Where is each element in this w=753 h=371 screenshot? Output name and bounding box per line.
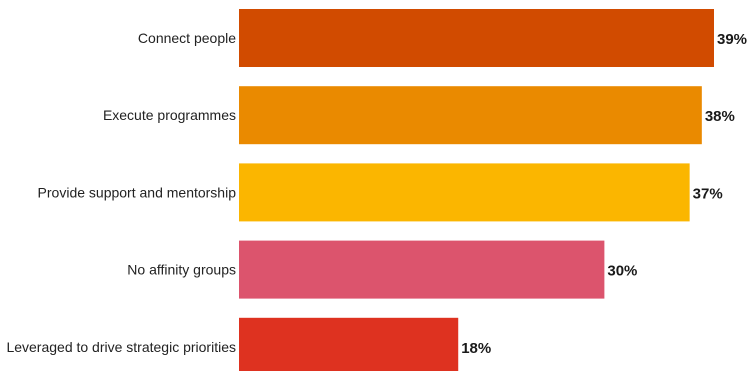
category-label-connect-people: Connect people xyxy=(138,30,236,46)
bar-leveraged-to-drive-strategic-priorities xyxy=(239,317,459,371)
value-label-provide-support-and-mentorship: 37% xyxy=(693,185,723,202)
category-labels-group: Connect people Execute programmes Provide … xyxy=(6,30,236,355)
bar-connect-people xyxy=(239,9,714,67)
category-label-provide-support-and-mentorship: Provide support and mentorship xyxy=(38,184,237,200)
bar-no-affinity-groups xyxy=(239,240,605,299)
bar-provide-support-and-mentorship xyxy=(239,163,690,222)
bars-group xyxy=(239,9,714,371)
category-label-no-affinity-groups: No affinity groups xyxy=(127,262,236,278)
bar-execute-programmes xyxy=(239,86,702,145)
value-label-no-affinity-groups: 30% xyxy=(607,263,637,280)
value-label-execute-programmes: 38% xyxy=(705,108,735,125)
category-label-leveraged-to-drive-strategic-priorities: Leveraged to drive strategic priorities xyxy=(6,339,236,355)
category-label-execute-programmes: Execute programmes xyxy=(103,107,236,123)
value-label-leveraged-to-drive-strategic-priorities: 18% xyxy=(461,340,491,357)
value-labels-group: 39% 38% 37% 30% 18% xyxy=(461,31,747,357)
value-label-connect-people: 39% xyxy=(717,31,747,48)
